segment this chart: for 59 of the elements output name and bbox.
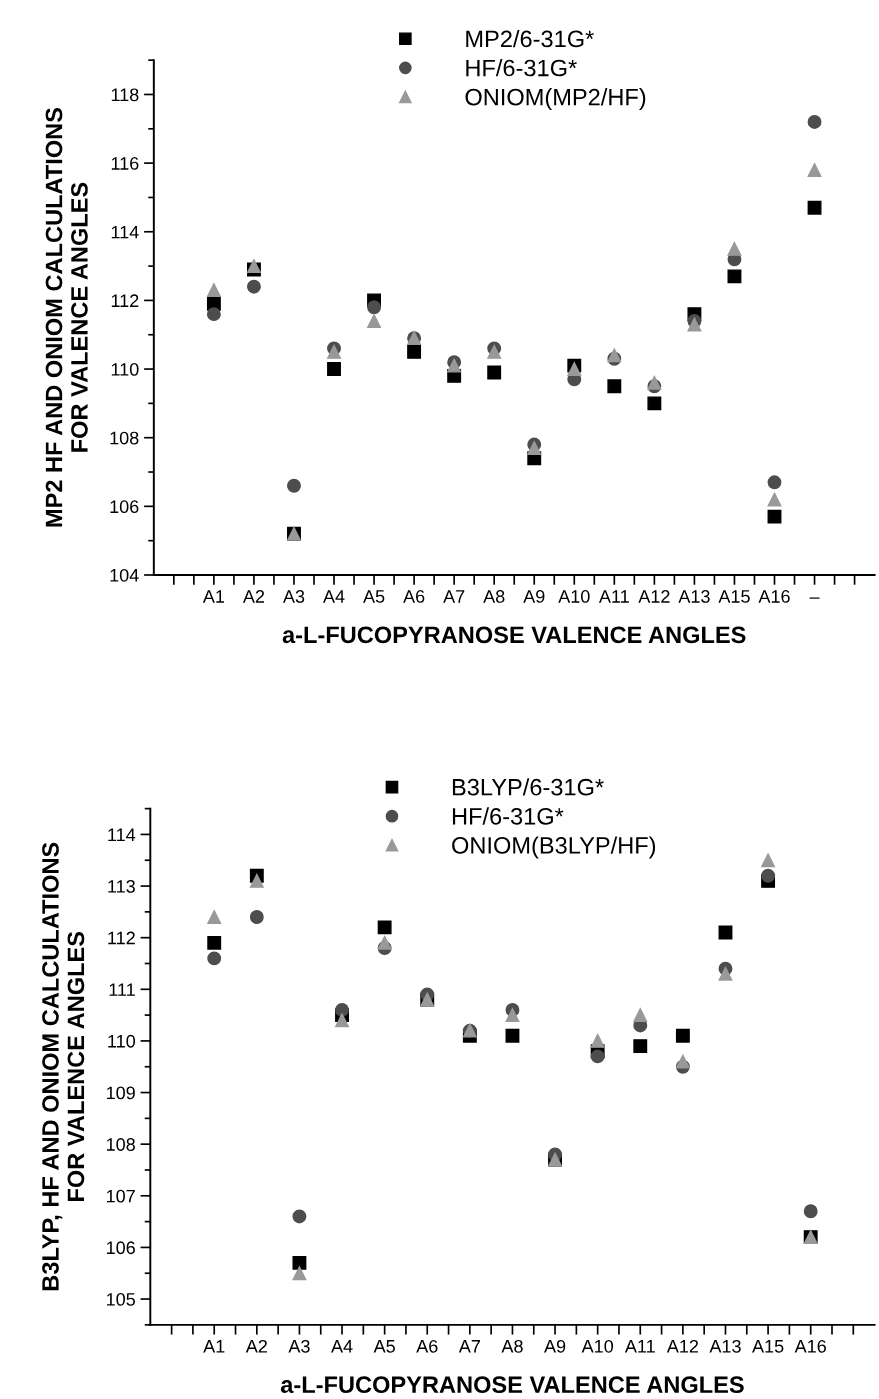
x-tick-label: A7 — [443, 590, 465, 603]
legend-label: ONIOM(B3LYP/HF) — [452, 836, 656, 859]
y-tick-label: 106 — [106, 1241, 135, 1255]
y-tick-label: 108 — [106, 1138, 135, 1151]
legend-label: ONIOM(MP2/HF) — [465, 88, 646, 111]
y-tick-label: 113 — [108, 879, 135, 893]
y-tick-label: 106 — [110, 500, 139, 514]
y-tick-label: 105 — [106, 1292, 135, 1306]
y-tick-label: 116 — [111, 157, 139, 170]
y-tick-label: 111 — [109, 983, 135, 996]
x-tick-label: A12 — [638, 590, 670, 603]
x-tick-label: A16 — [794, 1339, 826, 1353]
y-tick-label: 114 — [111, 225, 139, 239]
x-tick-label: A11 — [624, 1340, 655, 1353]
x-tick-label: A11 — [598, 590, 629, 603]
x-tick-label: A4 — [331, 1340, 353, 1353]
x-tick-label: A8 — [501, 1339, 523, 1353]
x-tick-label: A13 — [709, 1339, 741, 1353]
x-tick-label: A1 — [203, 1340, 225, 1353]
x-tick-label: A7 — [458, 1340, 480, 1353]
y-tick-label: 112 — [111, 294, 139, 307]
y-tick-label: 104 — [110, 568, 139, 582]
legend-label: B3LYP/6-31G* — [452, 778, 604, 796]
legend-label: MP2/6-31G* — [466, 29, 594, 48]
x-tick-label: A5 — [373, 1340, 395, 1353]
y-tick-label: 112 — [108, 931, 135, 945]
x-tick-label: A4 — [323, 590, 345, 603]
y-axis-title: MP2 HF AND ONIOM CALCULATIONS FOR VALENCE ANGLES — [45, 107, 88, 527]
x-tick-label: A15 — [752, 1340, 784, 1353]
x-tick-label: A9 — [523, 590, 545, 603]
x-tick-label: A9 — [544, 1339, 566, 1353]
x-tick-label: A3 — [288, 1339, 310, 1353]
x-tick-label: A2 — [242, 590, 265, 603]
x-tick-label: A6 — [416, 1339, 438, 1353]
x-axis-title: a-L-FUCOPYRANOSE VALENCE ANGLES — [282, 626, 746, 644]
y-tick-label: 118 — [111, 88, 139, 102]
x-tick-label: A13 — [678, 590, 710, 603]
x-tick-label: A15 — [718, 590, 750, 603]
y-tick-label: 107 — [106, 1189, 135, 1203]
x-tick-label: A10 — [581, 1339, 614, 1353]
y-tick-label: 109 — [106, 1086, 135, 1100]
x-tick-label: A12 — [666, 1339, 699, 1353]
x-tick-label: A16 — [758, 590, 790, 603]
x-axis-title: a-L-FUCOPYRANOSE VALENCE ANGLES — [280, 1376, 744, 1394]
legend-label: HF/6-31G* — [452, 807, 564, 825]
x-tick-label: A3 — [282, 590, 305, 603]
x-tick-label: A5 — [363, 590, 385, 603]
y-axis-title: B3LYP, HF AND ONIOM CALCULATIONS FOR VALENCE ANGLES — [42, 842, 85, 1291]
x-tick-label: A10 — [558, 590, 590, 603]
x-tick-label: A8 — [483, 590, 505, 603]
y-tick-label: 110 — [108, 1034, 136, 1048]
x-tick-label: – — [809, 597, 820, 599]
y-tick-label: 114 — [108, 828, 136, 841]
x-tick-label: A1 — [202, 590, 225, 603]
x-tick-label: A6 — [403, 590, 425, 603]
x-tick-label: A2 — [245, 1339, 267, 1353]
y-tick-label: 108 — [110, 431, 139, 445]
y-tick-label: 110 — [111, 362, 139, 376]
legend-label: HF/6-31G* — [466, 59, 577, 77]
